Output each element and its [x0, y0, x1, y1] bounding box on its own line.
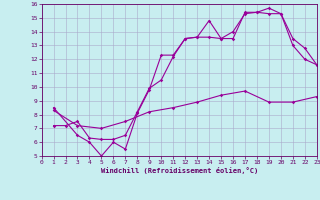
X-axis label: Windchill (Refroidissement éolien,°C): Windchill (Refroidissement éolien,°C) [100, 167, 258, 174]
